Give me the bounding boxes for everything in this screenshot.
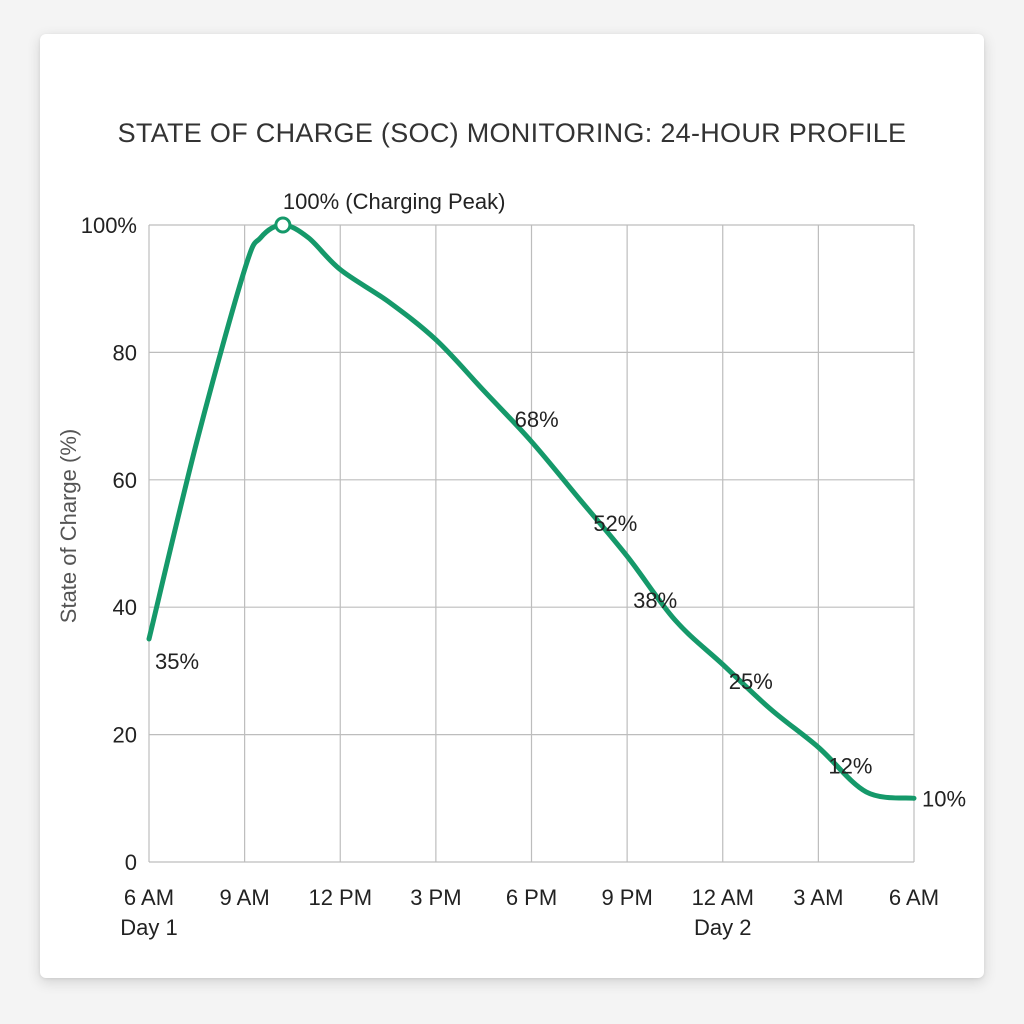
y-tick-label: 100% xyxy=(81,213,137,238)
y-tick-label: 20 xyxy=(113,723,137,748)
data-label: 68% xyxy=(515,407,559,432)
data-label: 25% xyxy=(729,669,773,694)
data-label: 12% xyxy=(828,754,872,779)
series-layer xyxy=(146,216,917,801)
y-tick-label: 40 xyxy=(113,595,137,620)
x-tick-sublabel: Day 1 xyxy=(120,915,177,940)
x-tick-label: 6 AM xyxy=(889,885,939,910)
x-tick-label: 6 AM xyxy=(124,885,174,910)
x-tick-label: 6 PM xyxy=(506,885,557,910)
x-tick-label: 3 AM xyxy=(793,885,843,910)
x-tick-label: 3 PM xyxy=(410,885,461,910)
x-tick-sublabel: Day 2 xyxy=(694,915,751,940)
chart-title: STATE OF CHARGE (SOC) MONITORING: 24-HOU… xyxy=(118,118,907,148)
y-axis-ticks: 0 20 40 60 80 100% xyxy=(81,213,137,875)
y-tick-label: 0 xyxy=(125,850,137,875)
data-labels: 35% 100% (Charging Peak) 68% 52% 38% 25% 12% 10… xyxy=(155,189,966,811)
grid xyxy=(148,224,915,863)
data-label: 38% xyxy=(633,588,677,613)
peak-marker xyxy=(274,216,292,234)
x-tick-label: 12 AM xyxy=(692,885,754,910)
x-axis-ticks: 6 AM Day 1 9 AM 12 PM 3 PM 6 PM 9 PM 12 AM Day 2… xyxy=(120,885,939,940)
y-axis-label: State of Charge (%) xyxy=(56,429,81,623)
series-line xyxy=(146,222,917,801)
data-label: 10% xyxy=(922,786,966,811)
y-tick-label: 60 xyxy=(113,468,137,493)
data-label: 52% xyxy=(593,511,637,536)
x-tick-label: 9 PM xyxy=(601,885,652,910)
y-tick-label: 80 xyxy=(113,340,137,365)
data-label: 35% xyxy=(155,649,199,674)
x-tick-label: 9 AM xyxy=(220,885,270,910)
x-tick-label: 12 PM xyxy=(308,885,372,910)
chart-card xyxy=(40,34,984,978)
data-label: 100% (Charging Peak) xyxy=(283,189,506,214)
